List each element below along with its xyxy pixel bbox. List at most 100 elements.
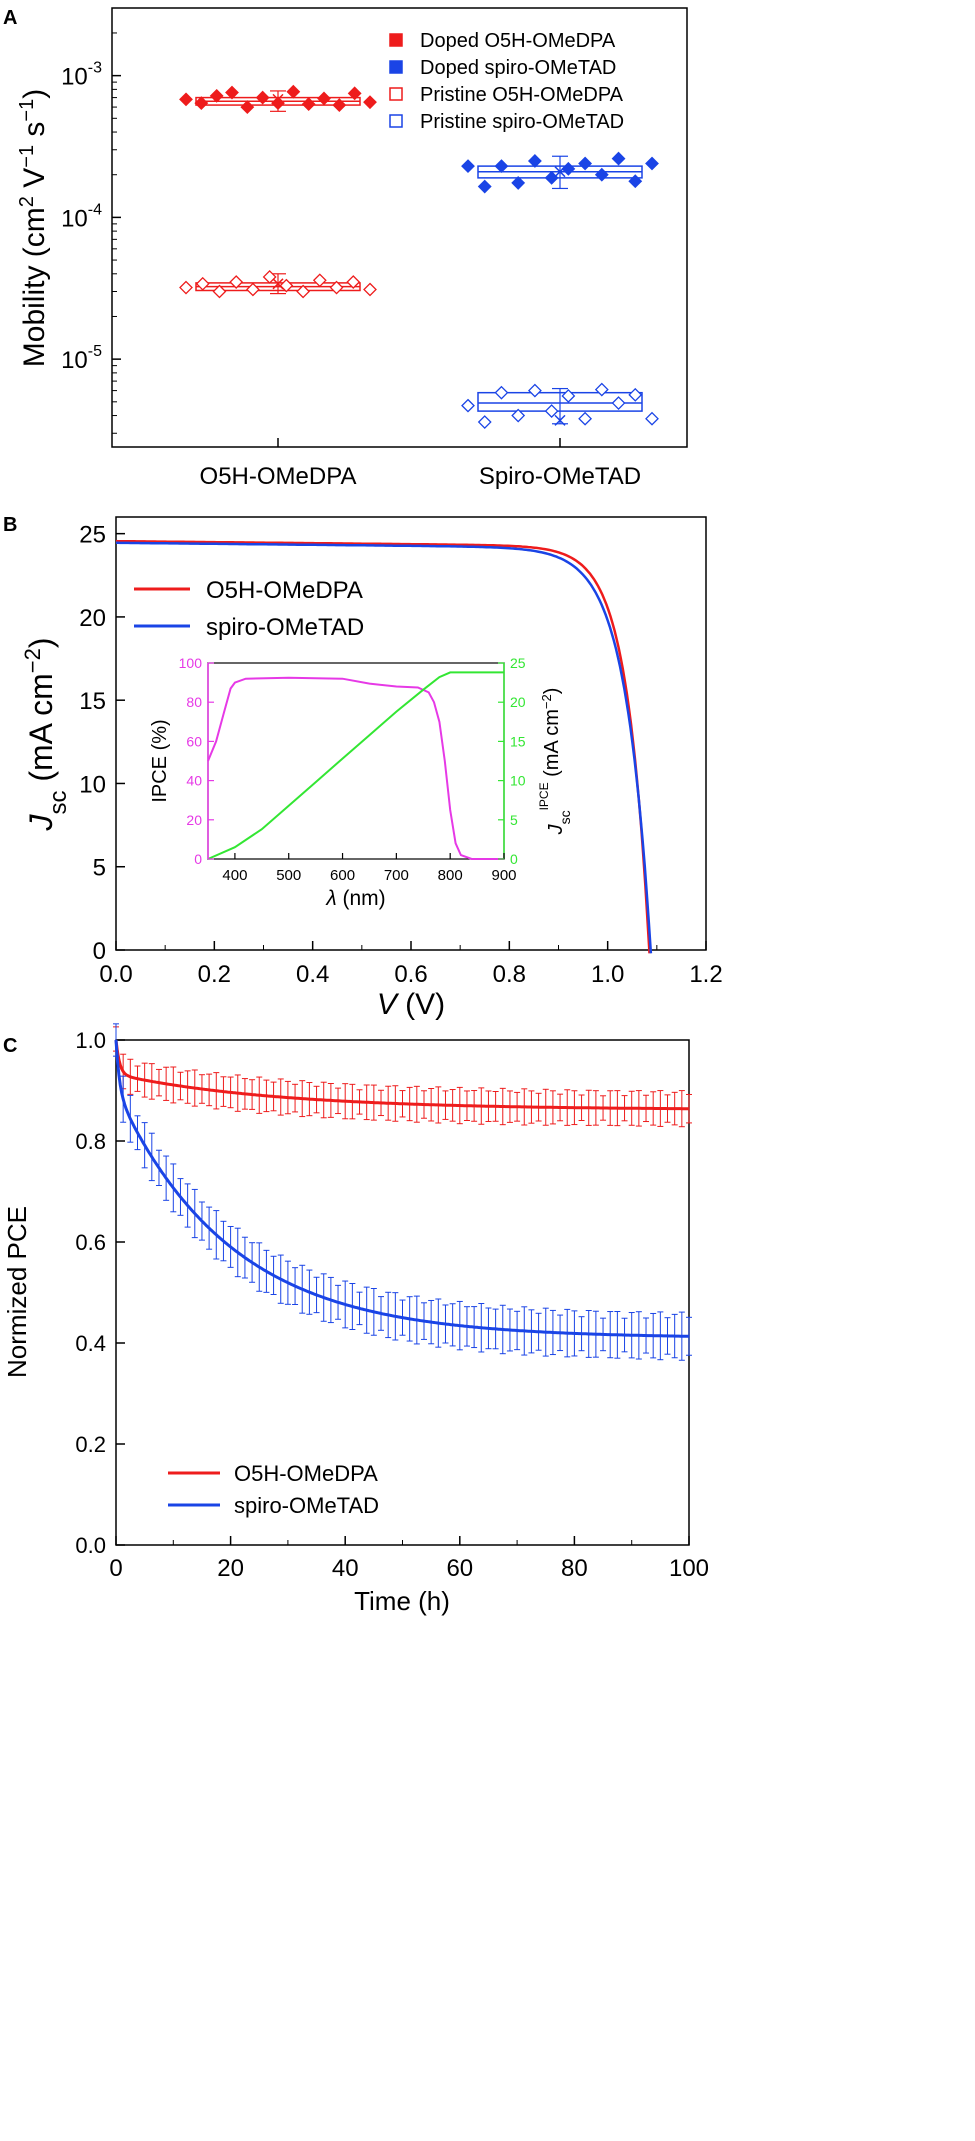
inset-series bbox=[207, 671, 504, 860]
inset-y-label-right-sub: sc bbox=[557, 810, 573, 824]
panel-c-y-tick-label: 0.6 bbox=[75, 1230, 106, 1255]
panel-a-legend-swatch bbox=[389, 33, 403, 47]
panel-a-data-point bbox=[594, 382, 609, 397]
panel-a-data-point bbox=[544, 170, 559, 185]
panel-a-legend-swatch bbox=[389, 87, 403, 101]
panel-a-data-point bbox=[209, 88, 224, 103]
panel-a-y-label-v: V bbox=[18, 168, 51, 196]
panel-b-x-tick-label: 0.4 bbox=[296, 961, 329, 988]
panel-a-data-point bbox=[225, 85, 239, 100]
panel-c-series-group bbox=[113, 1023, 692, 1361]
panel-a-y-label-sup3: −1 bbox=[16, 99, 38, 122]
inset-left-tick-label: 0 bbox=[194, 851, 202, 867]
panel-a-data-point bbox=[628, 174, 643, 189]
panel-a-data-point bbox=[194, 96, 209, 111]
inset-left-tick-label: 80 bbox=[186, 694, 202, 710]
panel-a-data-point bbox=[461, 159, 475, 174]
panel-b-y-tick-label: 15 bbox=[79, 688, 106, 715]
panel-c: C 0.0 0.2 0.4 0.6 0.8 1.0 0 20 40 60 80 100 Normiz… bbox=[2, 1023, 709, 1616]
panel-c-legend-label: spiro-OMeTAD bbox=[234, 1493, 379, 1518]
panel-a-data-point bbox=[329, 280, 344, 295]
panel-a-data-point bbox=[594, 167, 609, 182]
panel-c-y-tick-label: 0.4 bbox=[75, 1331, 106, 1356]
panel-a-y-ticks: 10-310-410-5 bbox=[61, 7, 121, 434]
panel-b-x-tick-label: 0.2 bbox=[198, 961, 231, 988]
panel-a-data-point bbox=[195, 276, 210, 291]
panel-a-data-point bbox=[578, 156, 593, 171]
panel-c-y-label: Normized PCE bbox=[2, 1206, 32, 1378]
inset-right-tick-label: 15 bbox=[510, 733, 526, 749]
panel-a-legend: Doped O5H-OMeDPA Doped spiro-OMeTAD Pristi… bbox=[389, 30, 624, 133]
panel-b-x-ticks: 0.0 0.2 0.4 0.6 0.8 1.0 1.2 bbox=[99, 941, 723, 988]
panel-a-data-point bbox=[363, 282, 377, 297]
panel-c-series-line bbox=[114, 1039, 689, 1338]
panel-c-label: C bbox=[3, 1035, 17, 1057]
panel-a-x-tick-label: O5H-OMeDPA bbox=[200, 463, 357, 490]
panel-a-series-group bbox=[461, 382, 659, 429]
inset-right-tick-label: 5 bbox=[510, 812, 518, 828]
panel-a-data-point bbox=[527, 154, 542, 168]
panel-a-data-point bbox=[511, 408, 526, 423]
panel-c-y-tick-label: 0.2 bbox=[75, 1432, 106, 1457]
panel-b-x-tick-label: 0.6 bbox=[394, 961, 427, 988]
panel-c-series bbox=[113, 1023, 692, 1361]
panel-b-y-ticks: 0 5 10 15 20 25 bbox=[79, 522, 125, 965]
panel-c-x-tick-label: 20 bbox=[217, 1555, 244, 1582]
panel-a-data-point bbox=[312, 273, 327, 288]
panel-a-y-tick-label: 10-3 bbox=[61, 60, 102, 91]
panel-a-data-point bbox=[527, 383, 542, 398]
panel-b-y-label-unit-close: ) bbox=[23, 637, 59, 648]
inset-y-label-right: Jsc IPCE (mA cm−2) bbox=[537, 688, 573, 836]
panel-a-data-point bbox=[611, 396, 626, 410]
panel-c-legend: O5H-OMeDPA spiro-OMeTAD bbox=[168, 1461, 379, 1518]
panel-a-data-point bbox=[494, 385, 509, 400]
panel-c-series-group bbox=[113, 1026, 692, 1128]
panel-a-data-point bbox=[212, 284, 227, 299]
inset-ipce-line bbox=[207, 676, 504, 860]
inset-right-tick-label: 20 bbox=[510, 694, 526, 710]
panel-a-data-point bbox=[346, 275, 361, 289]
panel-c-y-tick-label: 1.0 bbox=[75, 1028, 106, 1053]
panel-b-y-tick-label: 10 bbox=[79, 771, 106, 798]
panel-a-y-label-sup2: −1 bbox=[16, 145, 38, 168]
inset-left-tick-label: 20 bbox=[186, 812, 202, 828]
panel-b-y-tick-label: 5 bbox=[93, 855, 106, 882]
panel-a-data-point bbox=[461, 398, 475, 413]
inset-x-tick-label: 700 bbox=[384, 867, 409, 884]
panel-a-data-point bbox=[317, 91, 331, 106]
panel-b-x-label: V (V) bbox=[377, 988, 445, 1021]
inset-right-tick-label: 10 bbox=[510, 773, 526, 789]
panel-b-y-label-unit-sup: −2 bbox=[20, 648, 45, 673]
panel-a-data-point bbox=[332, 98, 347, 112]
panel-c-x-tick-label: 40 bbox=[332, 1555, 359, 1582]
inset-jsc-line bbox=[207, 671, 504, 860]
inset-y-label-right-unit: (mA cm bbox=[541, 709, 563, 782]
panel-a-series bbox=[179, 84, 659, 429]
panel-b-series-line bbox=[115, 539, 651, 954]
panel-b-x-tick-label: 0.0 bbox=[99, 961, 132, 988]
panel-a-data-point bbox=[611, 151, 626, 166]
panel-a-data-point bbox=[255, 90, 270, 105]
panel-a-x-ticks: O5H-OMeDPA Spiro-OMeTAD bbox=[200, 438, 641, 490]
panel-b-y-label-sub: sc bbox=[45, 791, 72, 815]
panel-a-legend-label: Doped O5H-OMeDPA bbox=[420, 30, 616, 52]
panel-a-y-label-close: ) bbox=[18, 89, 51, 99]
panel-a-data-point bbox=[494, 159, 509, 174]
inset-x-label: λ (nm) bbox=[325, 887, 385, 910]
panel-b-y-label: Jsc (mA cm−2) bbox=[20, 637, 72, 831]
panel-b-x-label-symbol: V bbox=[377, 988, 400, 1021]
panel-c-x-tick-label: 60 bbox=[446, 1555, 473, 1582]
inset-x-tick-label: 800 bbox=[438, 867, 463, 884]
panel-a-data-point bbox=[645, 411, 659, 426]
panel-a-legend-swatch bbox=[389, 60, 403, 74]
inset-y-label-right-symbol: J bbox=[545, 823, 567, 835]
panel-a-legend-label: Pristine spiro-OMeTAD bbox=[420, 111, 624, 133]
panel-a-data-point bbox=[544, 404, 559, 419]
panel-b-label: B bbox=[3, 514, 17, 536]
panel-a-data-point bbox=[477, 415, 492, 429]
panel-c-y-tick-label: 0.8 bbox=[75, 1129, 106, 1154]
panel-a-data-point bbox=[477, 179, 492, 194]
inset-right-tick-label: 25 bbox=[510, 655, 526, 671]
inset-left-tick-label: 40 bbox=[186, 773, 202, 789]
